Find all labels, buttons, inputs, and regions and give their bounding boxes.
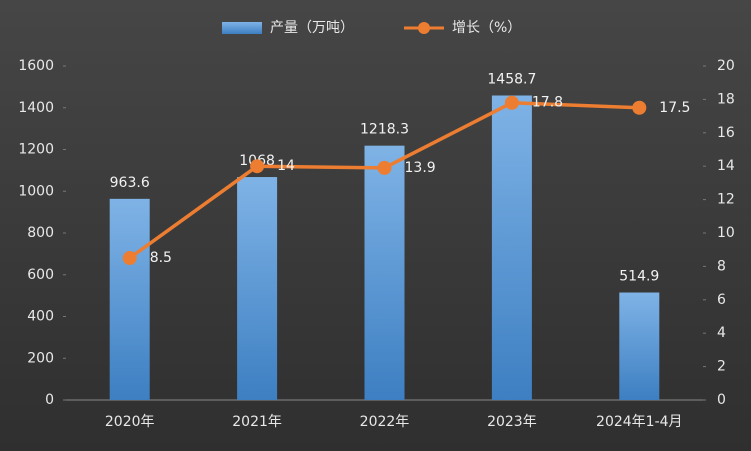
- y2-tick-label: 18: [717, 91, 735, 107]
- bar: [619, 292, 660, 400]
- y2-tick-label: 14: [717, 158, 735, 174]
- y-tick-label: 1400: [18, 100, 54, 116]
- line-point: [122, 251, 137, 266]
- y-tick-label: 200: [27, 350, 54, 366]
- y-tick-label: 1000: [18, 183, 54, 199]
- bar: [109, 198, 150, 400]
- bar: [237, 177, 278, 400]
- legend-label: 增长（%）: [452, 20, 521, 36]
- line-point: [632, 100, 647, 115]
- legend-swatch: [222, 22, 262, 34]
- y2-tick-label: 6: [717, 292, 726, 308]
- y2-tick-label: 2: [717, 359, 726, 375]
- line-point: [250, 159, 265, 174]
- legend-swatch: [418, 22, 430, 34]
- line-value-label: 13.9: [405, 160, 436, 176]
- y-tick-label: 400: [27, 309, 54, 325]
- x-tick-label: 2022年: [360, 414, 410, 430]
- y2-tick-label: 8: [717, 258, 726, 274]
- y2-tick-label: 4: [717, 325, 726, 341]
- y-tick-label: 1200: [18, 142, 54, 158]
- line-point: [504, 95, 519, 110]
- y2-tick-label: 10: [717, 225, 735, 241]
- line-value-label: 17.5: [659, 100, 690, 116]
- y2-tick-label: 12: [717, 192, 735, 208]
- y2-tick-label: 0: [717, 392, 726, 408]
- bar-value-label: 514.9: [619, 269, 659, 285]
- x-tick-label: 2021年: [232, 414, 282, 430]
- bar-value-label: 1218.3: [360, 122, 409, 138]
- legend-label: 产量（万吨）: [270, 20, 354, 36]
- line-point: [377, 160, 392, 175]
- line-value-label: 17.8: [532, 95, 563, 111]
- y-tick-label: 800: [27, 225, 54, 241]
- y-tick-label: 0: [45, 392, 54, 408]
- bar: [364, 145, 405, 400]
- y2-tick-label: 16: [717, 125, 735, 141]
- x-tick-label: 2023年: [487, 414, 537, 430]
- y-tick-label: 600: [27, 267, 54, 283]
- y-tick-label: 1600: [18, 58, 54, 74]
- line-value-label: 8.5: [150, 250, 172, 266]
- bar: [491, 95, 532, 401]
- line-value-label: 14: [277, 158, 295, 174]
- bar-value-label: 1458.7: [487, 71, 536, 87]
- bar-value-label: 963.6: [110, 175, 150, 191]
- y2-tick-label: 20: [717, 58, 735, 74]
- x-tick-label: 2024年1-4月: [596, 414, 683, 430]
- x-tick-label: 2020年: [105, 414, 155, 430]
